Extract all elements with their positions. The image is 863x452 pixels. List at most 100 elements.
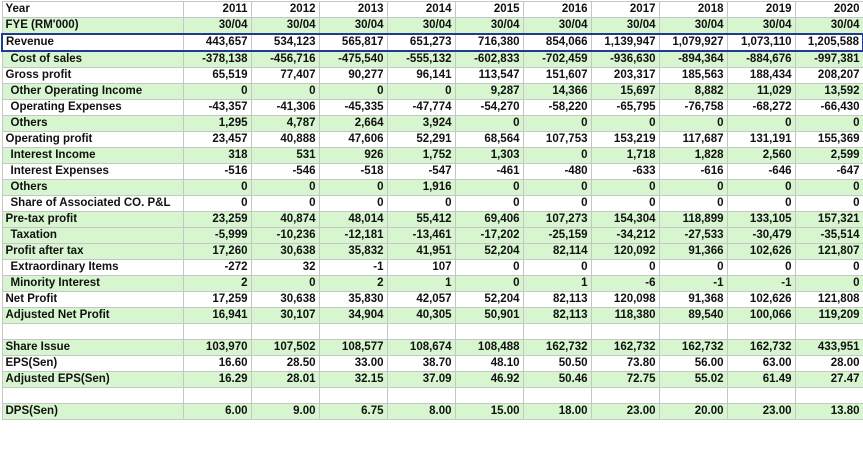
value-cell[interactable]: -547 bbox=[386, 163, 456, 180]
value-cell[interactable]: 103,970 bbox=[182, 339, 252, 356]
value-cell[interactable]: 121,808 bbox=[794, 291, 863, 308]
value-cell[interactable]: 1,205,588 bbox=[794, 33, 863, 52]
value-cell[interactable]: 61.49 bbox=[726, 371, 796, 388]
value-cell[interactable]: -461 bbox=[454, 163, 524, 180]
row-label[interactable]: Operating Expenses bbox=[1, 99, 184, 116]
value-cell[interactable]: 565,817 bbox=[318, 33, 388, 52]
value-cell[interactable]: 1,303 bbox=[454, 147, 524, 164]
value-cell[interactable]: -45,335 bbox=[318, 99, 388, 116]
value-cell[interactable]: 16,941 bbox=[182, 307, 252, 324]
value-cell[interactable]: -936,630 bbox=[590, 50, 660, 68]
value-cell[interactable]: -555,132 bbox=[386, 50, 456, 68]
row-label[interactable]: Cost of sales bbox=[1, 50, 184, 68]
value-cell[interactable]: -43,357 bbox=[182, 99, 252, 116]
value-cell[interactable]: 18.00 bbox=[522, 403, 592, 420]
value-cell[interactable]: 433,951 bbox=[794, 339, 863, 356]
value-cell[interactable] bbox=[250, 323, 320, 340]
value-cell[interactable]: 0 bbox=[658, 179, 728, 196]
value-cell[interactable]: 1,718 bbox=[590, 147, 660, 164]
value-cell[interactable]: 9.00 bbox=[250, 403, 320, 420]
value-cell[interactable]: 1,752 bbox=[386, 147, 456, 164]
value-cell[interactable]: 91,366 bbox=[658, 243, 728, 260]
value-cell[interactable]: 0 bbox=[318, 179, 388, 196]
value-cell[interactable]: 28.50 bbox=[250, 355, 320, 372]
value-cell[interactable]: 162,732 bbox=[726, 339, 796, 356]
value-cell[interactable]: 120,092 bbox=[590, 243, 660, 260]
value-cell[interactable]: -6 bbox=[590, 275, 660, 292]
value-cell[interactable]: 40,874 bbox=[250, 211, 320, 228]
value-cell[interactable]: 72.75 bbox=[590, 371, 660, 388]
value-cell[interactable]: 119,209 bbox=[794, 307, 863, 324]
value-cell[interactable]: 33.00 bbox=[318, 355, 388, 372]
value-cell[interactable]: 32.15 bbox=[318, 371, 388, 388]
value-cell[interactable]: 185,563 bbox=[658, 67, 728, 84]
value-cell[interactable]: 65,519 bbox=[182, 67, 252, 84]
value-cell[interactable]: 34,904 bbox=[318, 307, 388, 324]
value-cell[interactable]: -602,833 bbox=[454, 50, 524, 68]
value-cell[interactable]: 16.29 bbox=[182, 371, 252, 388]
value-cell[interactable]: 13,592 bbox=[794, 83, 863, 100]
row-label[interactable]: Interest Expenses bbox=[1, 163, 184, 180]
value-cell[interactable]: 0 bbox=[386, 195, 456, 212]
value-cell[interactable]: -1 bbox=[726, 275, 796, 292]
value-cell[interactable]: 0 bbox=[182, 179, 252, 196]
value-cell[interactable]: 100,066 bbox=[726, 307, 796, 324]
value-cell[interactable]: -12,181 bbox=[318, 227, 388, 244]
fye-cell[interactable]: 30/04 bbox=[794, 17, 863, 35]
value-cell[interactable]: 28.01 bbox=[250, 371, 320, 388]
value-cell[interactable]: 107 bbox=[386, 259, 456, 276]
value-cell[interactable]: -997,381 bbox=[794, 50, 863, 68]
value-cell[interactable]: 1 bbox=[386, 275, 456, 292]
value-cell[interactable]: -884,676 bbox=[726, 50, 796, 68]
value-cell[interactable]: -1 bbox=[658, 275, 728, 292]
value-cell[interactable]: 0 bbox=[454, 195, 524, 212]
value-cell[interactable]: 52,204 bbox=[454, 291, 524, 308]
year-cell[interactable]: 2016 bbox=[522, 1, 592, 18]
value-cell[interactable]: 1,139,947 bbox=[590, 33, 660, 52]
value-cell[interactable]: -518 bbox=[318, 163, 388, 180]
value-cell[interactable]: -646 bbox=[726, 163, 796, 180]
fye-header-label[interactable]: FYE (RM'000) bbox=[1, 17, 184, 35]
value-cell[interactable]: 32 bbox=[250, 259, 320, 276]
value-cell[interactable]: 0 bbox=[522, 115, 592, 132]
year-cell[interactable]: 2013 bbox=[318, 1, 388, 18]
value-cell[interactable] bbox=[658, 387, 728, 404]
value-cell[interactable]: 30,638 bbox=[250, 243, 320, 260]
row-label[interactable]: Revenue bbox=[1, 33, 184, 52]
value-cell[interactable]: 68,564 bbox=[454, 131, 524, 148]
value-cell[interactable]: 96,141 bbox=[386, 67, 456, 84]
value-cell[interactable]: -1 bbox=[318, 259, 388, 276]
value-cell[interactable]: 48.10 bbox=[454, 355, 524, 372]
value-cell[interactable] bbox=[522, 387, 592, 404]
value-cell[interactable]: 50.50 bbox=[522, 355, 592, 372]
value-cell[interactable]: 0 bbox=[658, 195, 728, 212]
row-label[interactable]: Interest Income bbox=[1, 147, 184, 164]
value-cell[interactable]: -47,774 bbox=[386, 99, 456, 116]
value-cell[interactable]: 117,687 bbox=[658, 131, 728, 148]
value-cell[interactable]: 0 bbox=[794, 275, 863, 292]
value-cell[interactable]: 534,123 bbox=[250, 33, 320, 52]
value-cell[interactable]: -647 bbox=[794, 163, 863, 180]
value-cell[interactable]: -10,236 bbox=[250, 227, 320, 244]
value-cell[interactable]: 23,457 bbox=[182, 131, 252, 148]
value-cell[interactable]: 2,599 bbox=[794, 147, 863, 164]
fye-cell[interactable]: 30/04 bbox=[454, 17, 524, 35]
value-cell[interactable]: 55.02 bbox=[658, 371, 728, 388]
value-cell[interactable]: 0 bbox=[794, 179, 863, 196]
value-cell[interactable]: -41,306 bbox=[250, 99, 320, 116]
value-cell[interactable]: 0 bbox=[454, 275, 524, 292]
fye-cell[interactable]: 30/04 bbox=[386, 17, 456, 35]
year-cell[interactable]: 2019 bbox=[726, 1, 796, 18]
value-cell[interactable]: 0 bbox=[250, 195, 320, 212]
year-cell[interactable]: 2011 bbox=[182, 1, 252, 18]
value-cell[interactable]: 131,191 bbox=[726, 131, 796, 148]
value-cell[interactable]: -272 bbox=[182, 259, 252, 276]
row-label[interactable]: Others bbox=[1, 115, 184, 132]
value-cell[interactable]: 107,502 bbox=[250, 339, 320, 356]
value-cell[interactable]: 52,291 bbox=[386, 131, 456, 148]
value-cell[interactable]: 91,368 bbox=[658, 291, 728, 308]
value-cell[interactable]: 1,073,110 bbox=[726, 33, 796, 52]
value-cell[interactable]: 162,732 bbox=[522, 339, 592, 356]
value-cell[interactable] bbox=[318, 323, 388, 340]
value-cell[interactable]: -76,758 bbox=[658, 99, 728, 116]
